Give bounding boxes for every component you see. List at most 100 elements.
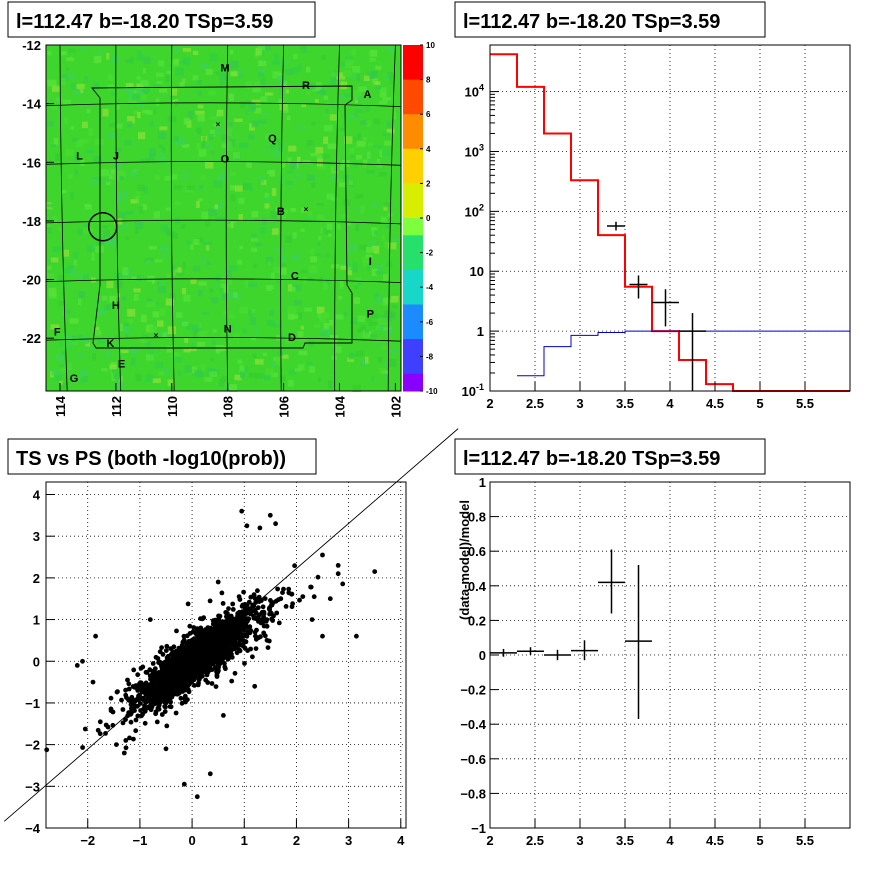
- map-pixel: [201, 140, 205, 148]
- map-pixel: [237, 359, 242, 364]
- map-pixel: [148, 245, 157, 250]
- map-pixel: [244, 365, 248, 372]
- colorbar-tick-label: -2: [426, 249, 434, 258]
- map-pixel: [237, 70, 242, 77]
- scatter-point: [152, 695, 158, 701]
- map-pixel: [221, 134, 228, 141]
- map-pixel: [198, 198, 203, 202]
- map-pixel: [323, 282, 328, 291]
- map-pixel: [331, 72, 340, 77]
- map-pixel: [344, 136, 353, 144]
- map-pixel: [343, 199, 350, 206]
- map-pixel: [378, 356, 382, 363]
- scatter-point: [120, 720, 126, 726]
- map-pixel: [157, 285, 166, 293]
- map-pixel: [64, 309, 71, 315]
- scatter-point: [237, 609, 242, 615]
- map-pixel: [93, 82, 99, 91]
- map-pixel: [226, 325, 233, 333]
- source-label: C: [291, 271, 299, 283]
- colorbar-tick-label: 2: [426, 179, 431, 188]
- y-tick-label: 0.4: [468, 579, 487, 594]
- map-pixel: [158, 132, 166, 140]
- map-pixel: [116, 104, 120, 110]
- map-pixel: [310, 152, 318, 157]
- map-pixel: [74, 153, 81, 162]
- map-pixel: [382, 149, 389, 157]
- scatter-point: [133, 728, 139, 734]
- map-pixel: [133, 195, 141, 199]
- x-tick-label: 3: [576, 833, 583, 848]
- scatter-point: [163, 704, 168, 710]
- map-pixel: [300, 45, 305, 50]
- map-latitude-line: [45, 161, 402, 166]
- map-pixel: [142, 87, 151, 92]
- map-pixel: [272, 71, 281, 79]
- map-pixel: [285, 235, 292, 243]
- colorbar-segment: [403, 148, 423, 167]
- map-pixel: [130, 170, 138, 178]
- map-pixel: [369, 241, 377, 245]
- map-pixel: [214, 282, 218, 287]
- x-tick-label: 4.5: [706, 396, 724, 411]
- scatter-point: [215, 618, 221, 624]
- map-pixel: [245, 109, 249, 115]
- map-pixel: [386, 128, 395, 134]
- map-pixel: [292, 232, 297, 239]
- map-pixel: [197, 289, 203, 297]
- map-pixel: [361, 332, 369, 337]
- map-pixel: [58, 301, 66, 306]
- map-pixel: [146, 324, 154, 333]
- map-pixel: [344, 61, 354, 69]
- map-pixel: [228, 139, 236, 147]
- map-pixel: [315, 87, 324, 94]
- map-pixel: [214, 204, 218, 210]
- map-pixel: [365, 106, 370, 112]
- map-pixel: [70, 126, 75, 130]
- colorbar-segment: [403, 321, 423, 340]
- map-pixel: [315, 99, 319, 103]
- y-tick-label: -18: [22, 214, 41, 229]
- map-pixel: [155, 72, 164, 78]
- scatter-point: [174, 691, 180, 697]
- map-pixel: [270, 144, 275, 149]
- map-pixel: [265, 368, 274, 376]
- source-label: R: [302, 80, 310, 92]
- map-pixel: [183, 294, 191, 302]
- colorbar-segment: [403, 252, 423, 271]
- map-pixel: [208, 133, 214, 141]
- colorbar-tick-label: 0: [426, 214, 431, 223]
- map-pixel: [364, 318, 372, 322]
- scatter-point: [254, 636, 260, 641]
- map-pixel: [73, 259, 78, 266]
- map-pixel: [227, 269, 232, 278]
- map-pixel: [378, 325, 384, 332]
- map-pixel: [152, 311, 160, 318]
- map-pixel: [205, 220, 211, 227]
- map-pixel: [357, 133, 362, 140]
- scatter-point: [212, 635, 218, 641]
- map-pixel: [157, 156, 167, 163]
- y-tick-label: 102: [465, 202, 484, 219]
- y-tick-label: 103: [465, 142, 484, 159]
- map-pixel: [161, 252, 166, 259]
- scatter-point: [252, 629, 258, 635]
- scatter-point: [300, 594, 306, 599]
- map-pixel: [198, 185, 204, 190]
- scatter-point: [311, 594, 317, 600]
- scatter-point: [192, 656, 198, 661]
- map-pixel: [230, 49, 234, 55]
- scatter-point: [173, 681, 179, 687]
- map-pixel: [254, 108, 262, 114]
- map-pixel: [293, 53, 298, 60]
- map-pixel: [237, 259, 243, 265]
- map-pixel: [68, 73, 76, 79]
- x-tick-label: 104: [333, 395, 348, 417]
- map-pixel: [260, 96, 268, 103]
- scatter-point: [135, 696, 140, 702]
- scatter-point: [44, 747, 50, 753]
- map-pixel: [313, 324, 320, 328]
- x-tick-label: 106: [277, 396, 292, 418]
- map-pixel: [192, 75, 199, 81]
